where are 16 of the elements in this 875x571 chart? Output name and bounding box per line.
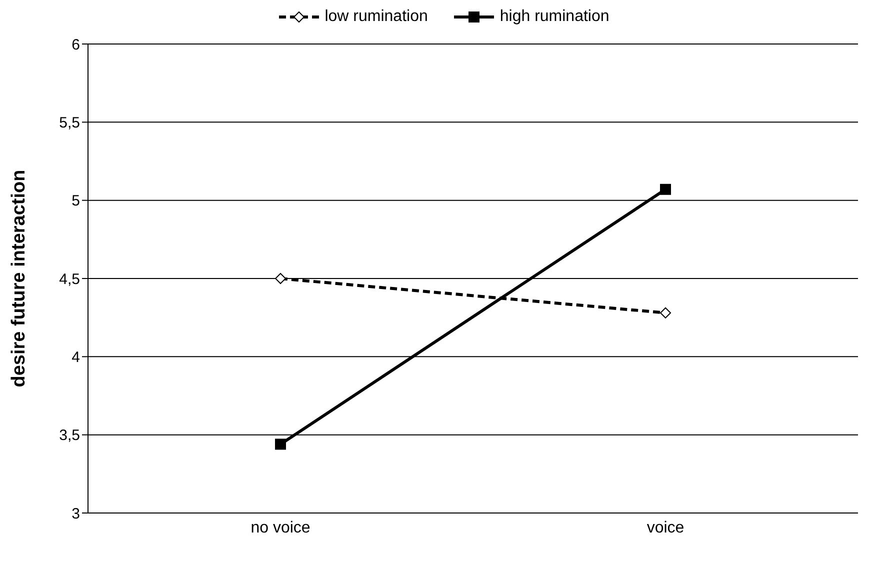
y-axis-title: desire future interaction (8, 170, 30, 388)
x-tick-label: no voice (250, 519, 310, 536)
y-tick-label: 6 (72, 36, 80, 54)
point (275, 273, 286, 284)
y-tick-label: 5,5 (59, 114, 80, 132)
y-tick-label: 5 (72, 192, 80, 210)
y-tick-label: 3 (72, 505, 80, 522)
y-tick-label: 4 (72, 348, 80, 366)
legend-label: low rumination (324, 8, 428, 26)
point (660, 184, 671, 195)
y-tick-label: 3,5 (59, 427, 80, 444)
y-tick-label: 4,5 (59, 270, 80, 288)
x-tick-label: voice (646, 519, 684, 536)
legend-label: high rumination (500, 8, 610, 26)
point (275, 438, 286, 450)
point (660, 307, 671, 318)
